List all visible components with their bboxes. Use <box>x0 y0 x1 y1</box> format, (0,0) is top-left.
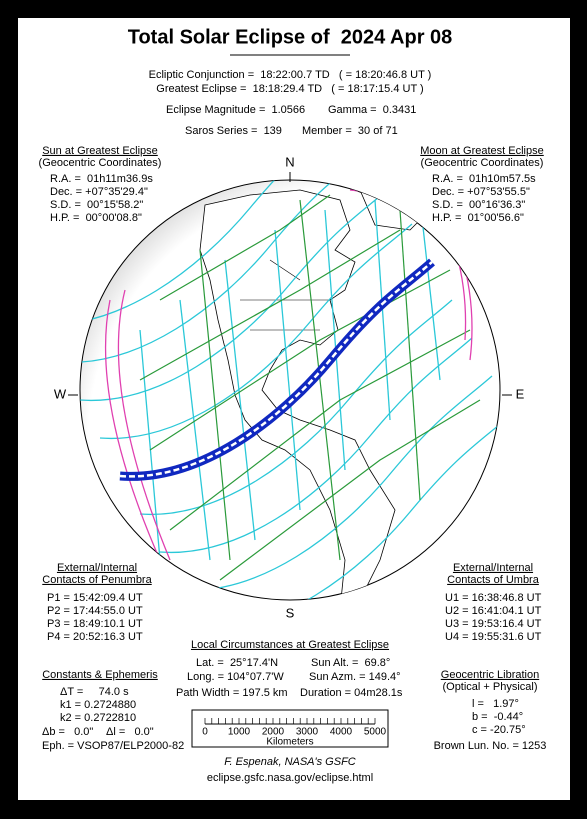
libration-title: Geocentric Libration <box>441 669 539 681</box>
sun-alt: Sun Alt. = 69.8° <box>311 657 390 669</box>
sun-line: R.A. = 01h11m36.9s <box>50 173 153 185</box>
green-line <box>139 229 401 381</box>
moon-subtitle: (Geocentric Coordinates) <box>421 157 544 169</box>
moon-title: Moon at Greatest Eclipse <box>420 145 544 157</box>
credit: F. Espenak, NASA's GSFC <box>224 756 356 768</box>
time-line <box>374 199 391 421</box>
moon-line: Dec. = +07°53'55.5" <box>432 186 530 198</box>
sun-line: S.D. = 00°15'58.2" <box>50 199 143 211</box>
time-line <box>324 209 346 471</box>
constant-line: k2 = 0.2722810 <box>60 712 136 724</box>
title: Total Solar Eclipse of 2024 Apr 08 <box>128 26 453 48</box>
saros: Saros Series = 139 <box>185 125 282 137</box>
delta-b: Δb = 0.0" <box>42 726 93 738</box>
time-line <box>179 299 211 561</box>
scale-ticks: 0 1000 2000 3000 4000 5000 <box>202 718 387 738</box>
scale-label: 1000 <box>228 727 251 738</box>
penumbra-line: P2 = 17:44:55.0 UT <box>47 605 143 617</box>
penumbra-line: P3 = 18:49:10.1 UT <box>47 618 143 630</box>
moon-line: R.A. = 01h10m57.5s <box>432 173 536 185</box>
gamma: Gamma = 0.3431 <box>328 104 416 116</box>
brown-number: Brown Lun. No. = 1253 <box>434 740 547 752</box>
time-line <box>224 259 256 541</box>
globe <box>79 179 501 601</box>
constant-line: k1 = 0.2724880 <box>60 699 136 711</box>
constant-line: ΔT = 74.0 s <box>60 686 129 698</box>
libration-line: c = -20.75° <box>472 724 526 736</box>
time-line <box>274 229 301 511</box>
sun-line: Dec. = +07°35'29.4" <box>50 186 148 198</box>
north: N <box>285 154 294 169</box>
time-line <box>139 329 161 561</box>
penumbra-line: P1 = 15:42:09.4 UT <box>47 592 143 604</box>
scale-unit: Kilometers <box>266 737 313 748</box>
borders <box>240 259 330 331</box>
umbra-line: U4 = 19:55:31.6 UT <box>445 631 542 643</box>
url: eclipse.gsfc.nasa.gov/eclipse.html <box>207 772 373 784</box>
green-line <box>199 249 231 561</box>
libration-lines: l = 1.97°b = -0.44°c = -20.75° <box>472 698 526 736</box>
scale-box <box>191 709 389 748</box>
umbra-title: External/Internal <box>453 562 533 574</box>
duration: Duration = 04m28.1s <box>300 687 403 699</box>
umbra-line: U1 = 16:38:46.8 UT <box>445 592 542 604</box>
ephemeris: Eph. = VSOP87/ELP2000-82 <box>42 740 184 752</box>
green-line <box>149 269 451 451</box>
south: S <box>286 605 295 620</box>
green-line <box>399 209 421 501</box>
scale-label: 3000 <box>296 727 319 738</box>
member: Member = 30 of 71 <box>302 125 398 137</box>
greatest: Greatest Eclipse = 18:18:29.4 TD ( = 18:… <box>156 83 423 95</box>
umbra-line: U3 = 19:53:16.4 UT <box>445 618 542 630</box>
east: E <box>516 386 525 401</box>
constants-title: Constants & Ephemeris <box>42 669 158 681</box>
time-line <box>419 199 441 381</box>
long: Long. = 104°07.7'W <box>187 671 284 683</box>
local-title: Local Circumstances at Greatest Eclipse <box>191 639 389 651</box>
libration-subtitle: (Optical + Physical) <box>442 681 537 693</box>
sun-subtitle: (Geocentric Coordinates) <box>39 157 162 169</box>
sun-title: Sun at Greatest Eclipse <box>42 145 158 157</box>
magnitude: Eclipse Magnitude = 1.0566 <box>166 104 305 116</box>
green-line <box>219 399 481 581</box>
sun-line: H.P. = 00°00'08.8" <box>50 212 142 224</box>
green-line <box>299 199 341 561</box>
green-line <box>169 329 471 531</box>
penumbra-line: P4 = 20:52:16.3 UT <box>47 631 143 643</box>
green-line <box>159 194 331 301</box>
umbra-subtitle: Contacts of Umbra <box>447 574 540 586</box>
delta-l: Δl = 0.0" <box>106 726 154 738</box>
scale-label: 4000 <box>330 727 353 738</box>
scale-label: 2000 <box>262 727 285 738</box>
libration-line: l = 1.97° <box>472 698 519 710</box>
path-width: Path Width = 197.5 km <box>176 687 288 699</box>
sun-azm: Sun Azm. = 149.4° <box>309 671 401 683</box>
west: W <box>54 386 67 401</box>
moon-line: S.D. = 00°16'36.3" <box>432 199 525 211</box>
rise-set-curve <box>104 289 171 561</box>
lat: Lat. = 25°17.4'N <box>196 657 278 669</box>
libration-line: b = -0.44° <box>472 711 523 723</box>
conjunction: Ecliptic Conjunction = 18:22:00.7 TD ( =… <box>149 69 432 81</box>
penumbra-title: External/Internal <box>57 562 137 574</box>
scale-label: 5000 <box>364 727 387 738</box>
time-lines <box>139 199 441 561</box>
green-lines <box>139 194 481 581</box>
umbra-line: U2 = 16:41:04.1 UT <box>445 605 542 617</box>
penumbra-subtitle: Contacts of Penumbra <box>42 574 152 586</box>
scale-label: 0 <box>202 727 208 738</box>
moon-line: H.P. = 01°00'56.6" <box>432 212 524 224</box>
